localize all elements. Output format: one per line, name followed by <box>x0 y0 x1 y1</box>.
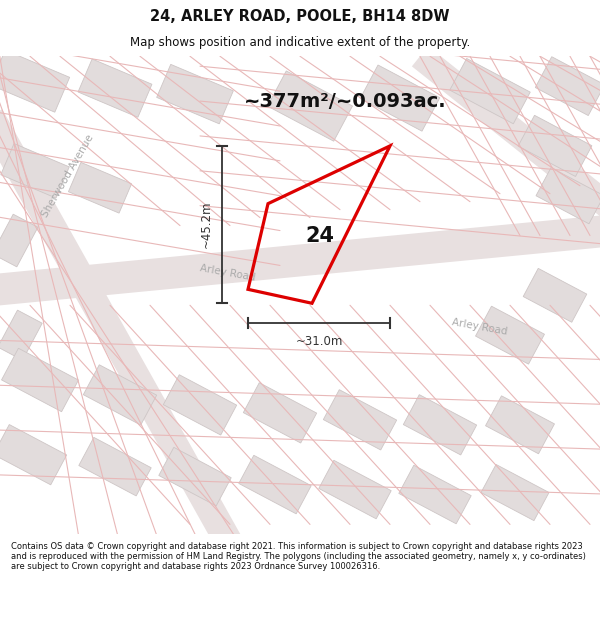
Text: ~45.2m: ~45.2m <box>200 201 213 248</box>
Polygon shape <box>157 64 233 124</box>
Polygon shape <box>78 59 152 118</box>
Polygon shape <box>83 365 157 425</box>
Text: Contains OS data © Crown copyright and database right 2021. This information is : Contains OS data © Crown copyright and d… <box>11 542 586 571</box>
Polygon shape <box>360 65 440 131</box>
Polygon shape <box>535 57 600 116</box>
Polygon shape <box>523 268 587 322</box>
Polygon shape <box>0 50 70 112</box>
Polygon shape <box>0 310 42 360</box>
Text: 24, ARLEY ROAD, POOLE, BH14 8DW: 24, ARLEY ROAD, POOLE, BH14 8DW <box>150 9 450 24</box>
Polygon shape <box>412 46 600 226</box>
Polygon shape <box>403 394 476 455</box>
Polygon shape <box>0 214 38 267</box>
Polygon shape <box>399 465 471 524</box>
Polygon shape <box>0 215 600 306</box>
Polygon shape <box>239 455 311 514</box>
Text: 24: 24 <box>305 226 335 246</box>
Polygon shape <box>2 348 79 412</box>
Text: Sherwood Avenue: Sherwood Avenue <box>40 132 96 219</box>
Polygon shape <box>476 306 544 364</box>
Polygon shape <box>450 59 530 124</box>
Polygon shape <box>159 448 231 506</box>
Text: ~377m²/~0.093ac.: ~377m²/~0.093ac. <box>244 92 446 111</box>
Polygon shape <box>518 115 592 176</box>
Polygon shape <box>244 382 317 443</box>
Polygon shape <box>0 109 242 551</box>
Text: Arley Road: Arley Road <box>199 264 257 283</box>
Polygon shape <box>163 375 236 435</box>
Polygon shape <box>268 71 352 141</box>
Polygon shape <box>323 389 397 450</box>
Polygon shape <box>79 438 151 496</box>
Polygon shape <box>1 144 69 198</box>
Polygon shape <box>481 464 549 521</box>
Polygon shape <box>485 396 554 454</box>
Polygon shape <box>319 460 391 519</box>
Polygon shape <box>68 162 131 213</box>
Text: ~31.0m: ~31.0m <box>295 335 343 348</box>
Polygon shape <box>536 168 600 224</box>
Text: Arley Road: Arley Road <box>451 318 509 337</box>
Text: Map shows position and indicative extent of the property.: Map shows position and indicative extent… <box>130 36 470 49</box>
Polygon shape <box>0 424 67 485</box>
